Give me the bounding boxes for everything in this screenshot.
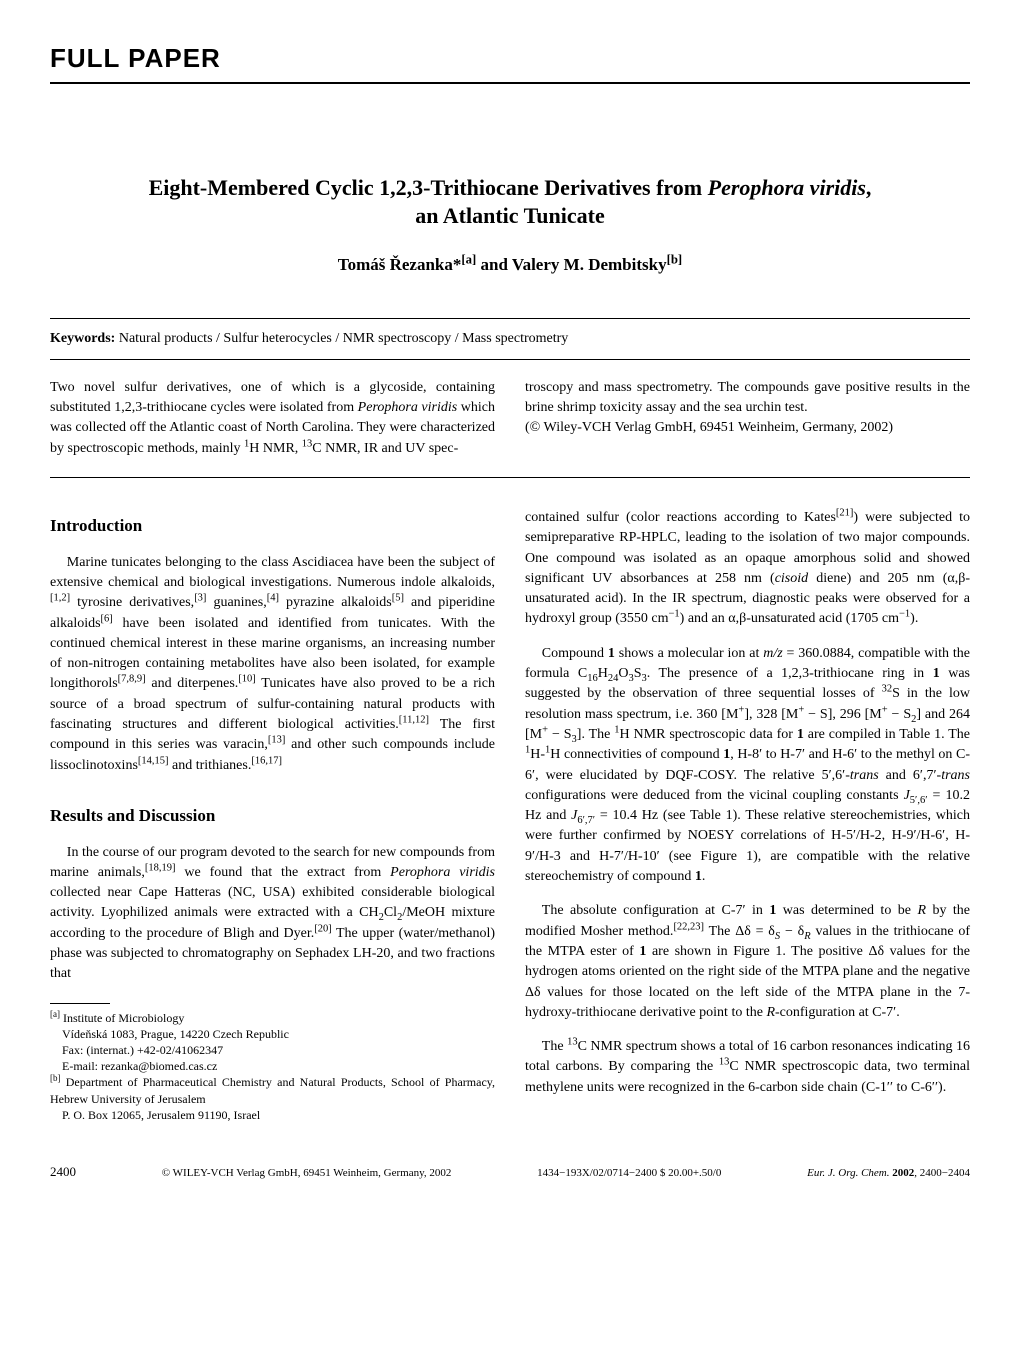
title-line-2: an Atlantic Tunicate — [50, 202, 970, 231]
results-paragraph-1: In the course of our program devoted to … — [50, 843, 495, 985]
right-paragraph-2: Compound 1 shows a molecular ion at m/z … — [525, 644, 970, 888]
page-number: 2400 — [50, 1163, 76, 1182]
affiliation-a: [a] Institute of Microbiology Vídeňská 1… — [50, 1010, 495, 1075]
authors: Tomáš Řezanka*[a] and Valery M. Dembitsk… — [50, 253, 970, 278]
right-paragraph-4: The 13C NMR spectrum shows a total of 16… — [525, 1037, 970, 1098]
abstract-right-p2: (© Wiley-VCH Verlag GmbH, 69451 Weinheim… — [525, 418, 970, 438]
page-footer: 2400 © WILEY-VCH Verlag GmbH, 69451 Wein… — [50, 1163, 970, 1182]
abstract-right-p1: troscopy and mass spectrometry. The comp… — [525, 378, 970, 419]
keywords-label: Keywords: — [50, 331, 115, 346]
keywords-text: Natural products / Sulfur heterocycles /… — [115, 331, 568, 346]
footer-copyright: © WILEY-VCH Verlag GmbH, 69451 Weinheim,… — [162, 1166, 452, 1182]
abstract-right: troscopy and mass spectrometry. The comp… — [525, 378, 970, 459]
title-line-1: Eight-Membered Cyclic 1,2,3-Trithiocane … — [50, 174, 970, 203]
right-paragraph-3: The absolute configuration at C-7′ in 1 … — [525, 901, 970, 1023]
heading-introduction: Introduction — [50, 514, 495, 539]
footer-journal: Eur. J. Org. Chem. 2002, 2400−2404 — [807, 1166, 970, 1182]
affiliation-divider — [50, 1003, 110, 1004]
intro-paragraph-1: Marine tunicates belonging to the class … — [50, 553, 495, 776]
right-column: contained sulfur (color reactions accord… — [525, 508, 970, 1123]
left-column: Introduction Marine tunicates belonging … — [50, 508, 495, 1123]
article-title: Eight-Membered Cyclic 1,2,3-Trithiocane … — [50, 174, 970, 231]
keywords-row: Keywords: Natural products / Sulfur hete… — [50, 318, 970, 360]
main-two-column: Introduction Marine tunicates belonging … — [50, 508, 970, 1123]
section-label: FULL PAPER — [50, 40, 970, 84]
heading-results: Results and Discussion — [50, 804, 495, 829]
abstract-block: Two novel sulfur derivatives, one of whi… — [50, 378, 970, 478]
abstract-left: Two novel sulfur derivatives, one of whi… — [50, 378, 495, 459]
affiliation-b: [b] Department of Pharmaceutical Chemist… — [50, 1074, 495, 1123]
right-paragraph-1: contained sulfur (color reactions accord… — [525, 508, 970, 630]
footer-issn: 1434−193X/02/0714−2400 $ 20.00+.50/0 — [537, 1166, 721, 1182]
